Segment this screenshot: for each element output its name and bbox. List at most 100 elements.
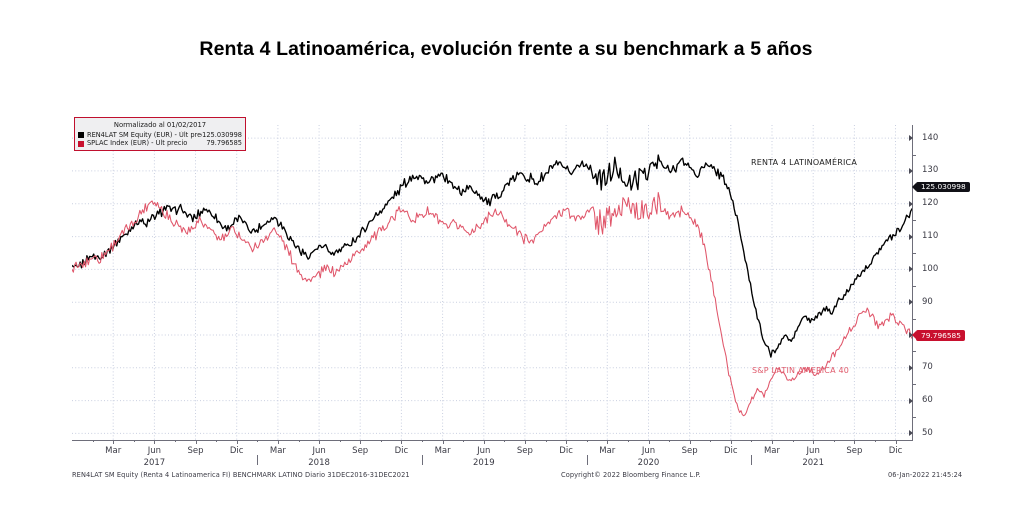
last-price-flag-black: 125.030998 xyxy=(916,181,970,193)
y-tick-minor xyxy=(912,351,916,353)
x-tick-minor xyxy=(792,440,794,442)
x-tick-minor xyxy=(751,440,753,442)
x-tick-minor xyxy=(874,440,876,442)
y-axis-label: 110 xyxy=(922,231,939,242)
x-tick-minor xyxy=(216,440,218,442)
x-tick xyxy=(607,440,609,444)
y-tick-minor xyxy=(912,154,916,156)
y-tick-arrow xyxy=(909,364,913,371)
x-tick-minor xyxy=(298,440,300,442)
year-separator xyxy=(751,455,753,465)
x-tick xyxy=(113,440,115,444)
y-axis-label: 60 xyxy=(922,395,933,406)
x-tick xyxy=(772,440,773,444)
legend-name-red: SPLAC Index (EUR) - Últ precio xyxy=(87,139,188,148)
legend-row-black: REN4LAT SM Equity (EUR) - Últ precio 125… xyxy=(78,131,242,140)
x-tick-minor xyxy=(339,440,341,442)
chart-legend: Normalizado al 01/02/2017 REN4LAT SM Equ… xyxy=(74,117,246,152)
y-axis-label: 120 xyxy=(922,198,939,209)
y-tick-arrow xyxy=(909,397,913,404)
y-axis-label: 100 xyxy=(922,263,939,274)
y-tick-arrow xyxy=(909,332,913,338)
x-tick-minor xyxy=(545,440,547,442)
legend-swatch-black-icon xyxy=(78,131,84,138)
x-axis-month-label: Mar xyxy=(105,446,122,456)
y-tick-arrow xyxy=(909,135,913,142)
x-tick xyxy=(483,440,485,444)
footer-center-text: Copyright© 2022 Bloomberg Finance L.P. xyxy=(561,471,701,479)
year-separator xyxy=(257,455,259,465)
x-tick xyxy=(319,440,321,444)
x-tick xyxy=(854,440,856,444)
x-tick xyxy=(154,440,156,444)
x-tick-minor xyxy=(833,440,835,442)
x-tick-minor xyxy=(586,440,588,442)
y-axis-label: 50 xyxy=(922,427,933,438)
legend-normalized-label: Normalizado al 01/02/2017 xyxy=(113,121,207,129)
x-axis-month-label: Jun xyxy=(147,446,162,456)
x-tick xyxy=(236,440,238,444)
x-tick-minor xyxy=(174,440,176,442)
chart-plot-area xyxy=(72,125,912,440)
x-tick-minor xyxy=(627,440,629,442)
last-price-flag-red: 79.796585 xyxy=(916,330,965,341)
x-tick xyxy=(689,440,691,444)
x-axis-month-label: Mar xyxy=(599,446,616,456)
series-annotation-red: S&P LATIN AMERICA 40 xyxy=(752,366,850,375)
legend-value-black: 125.030998 xyxy=(202,130,242,139)
y-tick-arrow xyxy=(909,167,913,174)
x-tick xyxy=(730,440,732,444)
legend-name-black: REN4LAT SM Equity (EUR) - Últ precio xyxy=(87,130,203,139)
y-tick-minor xyxy=(912,318,916,320)
footer-left-text: REN4LAT SM Equity (Renta 4 Latinoamerica… xyxy=(72,471,410,479)
y-axis-label: 70 xyxy=(922,362,933,373)
x-tick xyxy=(524,440,526,444)
x-axis-month-label: Dic xyxy=(888,446,903,456)
x-axis-month-label: Sep xyxy=(846,446,863,456)
y-axis-label: 130 xyxy=(922,165,939,176)
y-tick-minor xyxy=(912,220,916,222)
series-annotation-black: RENTA 4 LATINOAMÉRICA xyxy=(751,158,857,167)
y-tick-minor xyxy=(912,285,916,287)
x-axis-year-label: 2018 xyxy=(308,458,330,468)
x-tick xyxy=(195,440,197,444)
x-tick xyxy=(401,440,403,444)
x-tick xyxy=(442,440,444,444)
footer-right-text: 06-Jan-2022 21:45:24 xyxy=(888,471,963,479)
y-axis-label: 140 xyxy=(922,132,939,143)
page-title: Renta 4 Latinoamérica, evolución frente … xyxy=(199,38,813,60)
y-tick-arrow xyxy=(909,233,913,240)
y-axis xyxy=(912,125,913,441)
x-tick-minor xyxy=(92,440,94,442)
x-axis-month-label: Sep xyxy=(516,446,533,456)
x-axis-year-label: 2020 xyxy=(637,458,660,468)
x-tick-minor xyxy=(380,440,382,442)
x-axis-month-label: Jun xyxy=(477,446,491,456)
y-tick-minor xyxy=(912,384,916,386)
y-tick-arrow xyxy=(909,430,913,437)
x-tick-minor xyxy=(504,440,506,442)
x-axis-month-label: Jun xyxy=(641,446,656,456)
x-tick xyxy=(360,440,362,444)
x-axis-month-label: Dic xyxy=(229,446,244,456)
x-axis-month-label: Mar xyxy=(269,446,286,456)
y-tick-arrow xyxy=(909,266,913,273)
chart-canvas xyxy=(72,125,912,440)
x-axis-year-label: 2021 xyxy=(802,458,824,468)
x-tick xyxy=(566,440,568,444)
x-tick-minor xyxy=(669,440,671,442)
x-axis-month-label: Mar xyxy=(434,446,451,456)
legend-row-red: SPLAC Index (EUR) - Últ precio 79.796585 xyxy=(78,139,242,148)
x-tick xyxy=(895,440,897,444)
legend-swatch-red-icon xyxy=(78,140,84,147)
x-axis-year-label: 2017 xyxy=(143,458,166,468)
x-axis-month-label: Dic xyxy=(394,446,409,456)
y-tick-arrow xyxy=(909,299,913,306)
x-tick-minor xyxy=(710,440,712,442)
x-tick-minor xyxy=(463,440,465,442)
x-axis-month-label: Jun xyxy=(312,446,326,456)
x-axis-month-label: Dic xyxy=(724,446,738,456)
x-axis-month-label: Sep xyxy=(187,446,204,456)
x-tick-minor xyxy=(257,440,259,442)
